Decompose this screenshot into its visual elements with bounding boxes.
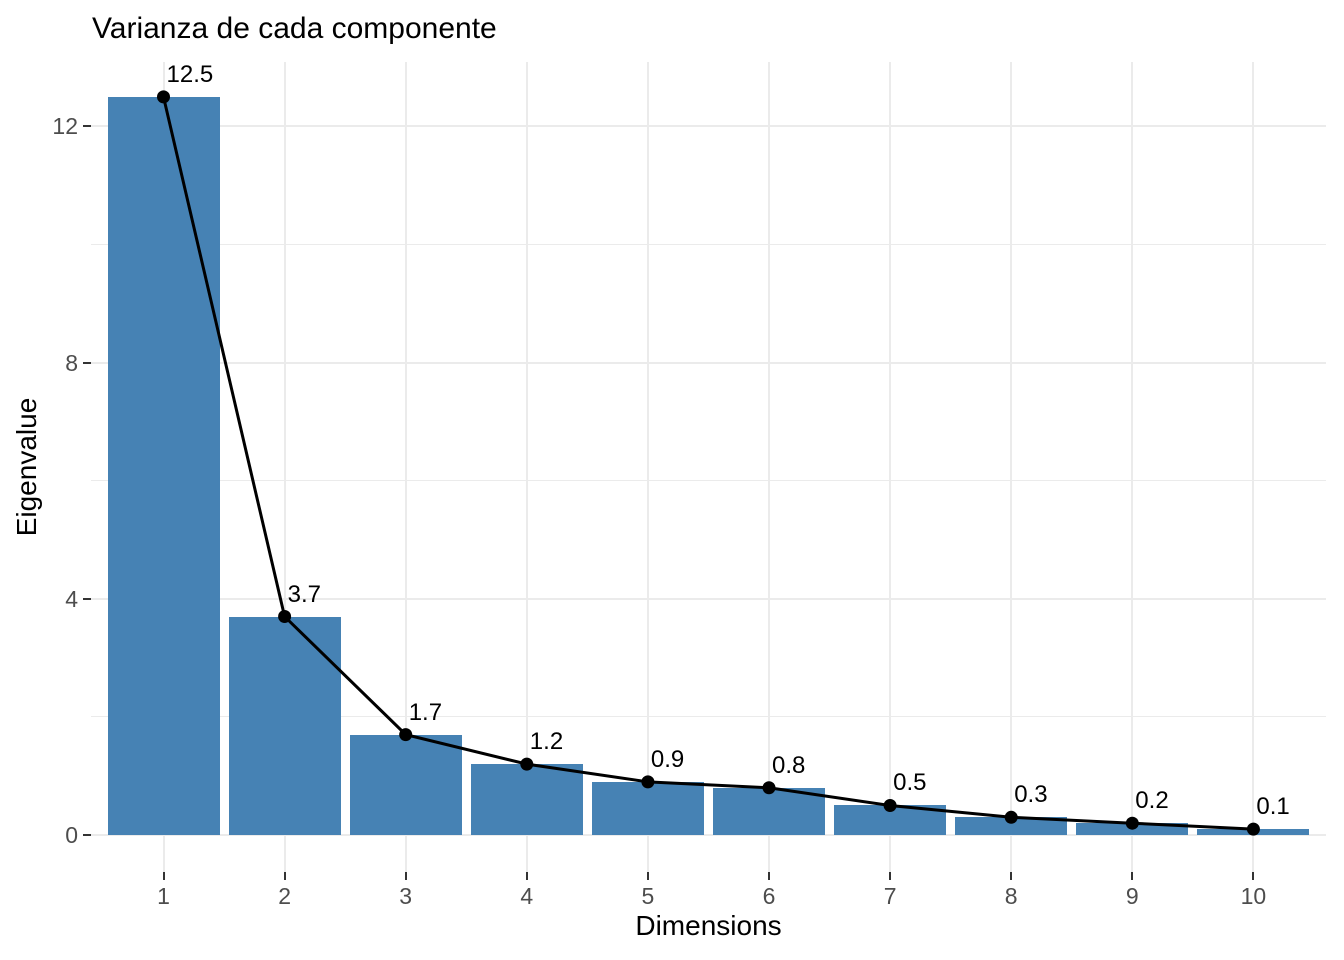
data-point-7	[883, 798, 897, 812]
x-tick-mark	[283, 872, 286, 880]
point-value-label: 1.7	[408, 698, 443, 726]
point-value-label: 12.5	[166, 60, 214, 88]
x-tick-label: 3	[399, 883, 413, 909]
bar-dimension-3	[349, 734, 462, 835]
x-tick-mark	[162, 872, 165, 880]
y-tick-mark	[83, 125, 91, 128]
data-point-8	[1004, 810, 1018, 824]
x-tick-mark	[525, 872, 528, 880]
x-gridline	[1252, 62, 1255, 872]
y-tick-mark	[83, 834, 91, 836]
data-point-1	[157, 90, 170, 104]
x-tick-label: 6	[762, 883, 776, 909]
x-gridline	[1131, 62, 1134, 872]
x-tick-mark	[646, 872, 649, 880]
x-tick-mark	[768, 872, 770, 880]
x-tick-mark	[404, 872, 407, 880]
data-point-10	[1246, 822, 1260, 836]
x-tick-mark	[1010, 872, 1013, 880]
x-tick-label: 5	[641, 883, 655, 909]
y-tick-label: 4	[65, 585, 78, 612]
y-axis-title: Eigenvalue	[11, 397, 42, 537]
x-tick-label: 7	[883, 883, 897, 909]
y-minor-gridline	[91, 480, 1326, 482]
point-value-label: 0.2	[1135, 787, 1169, 815]
x-tick-mark	[1131, 872, 1134, 880]
x-tick-label: 9	[1125, 883, 1139, 909]
x-gridline	[768, 62, 770, 872]
x-gridline	[525, 62, 528, 872]
x-gridline	[283, 62, 286, 872]
y-tick-label: 8	[65, 349, 78, 376]
x-tick-label: 1	[157, 883, 170, 909]
point-value-label: 0.1	[1256, 793, 1290, 821]
x-tick-label: 2	[278, 883, 291, 909]
scree-line-layer	[157, 90, 1260, 836]
point-value-label: 1.2	[529, 728, 564, 756]
data-point-2	[278, 610, 292, 624]
x-tick-label: 8	[1004, 883, 1018, 909]
bar-dimension-8	[955, 817, 1068, 835]
y-minor-gridline	[91, 244, 1326, 245]
x-gridline	[646, 62, 649, 872]
point-value-label: 0.3	[1014, 781, 1048, 809]
y-major-gridline	[91, 125, 1326, 128]
x-gridline	[1010, 62, 1013, 872]
x-axis-title: Dimensions	[635, 910, 782, 941]
y-tick-mark	[83, 597, 91, 600]
plot-panel: 12.5 3.7 1.7 1.2 0.9 0.8 0.5 0.3 0.2 0.1	[91, 62, 1326, 872]
bar-dimension-5	[591, 781, 704, 835]
y-tick-label: 12	[52, 113, 78, 140]
x-tick-label: 10	[1240, 883, 1267, 909]
bar-dimension-1	[107, 96, 220, 835]
bar-dimension-4	[470, 764, 583, 835]
x-tick-mark	[1252, 872, 1255, 880]
data-point-4	[520, 757, 534, 771]
data-point-5	[641, 775, 655, 789]
point-value-label: 3.7	[287, 580, 321, 608]
data-point-9	[1125, 816, 1139, 830]
point-value-label: 0.5	[893, 769, 927, 797]
y-minor-gridline	[91, 716, 1326, 718]
y-major-gridline	[91, 834, 1326, 836]
bar-dimension-6	[713, 787, 825, 835]
x-gridline	[404, 62, 407, 872]
data-point-3	[399, 728, 413, 742]
y-major-gridline	[91, 361, 1326, 364]
scree-line	[162, 96, 1254, 831]
point-value-label: 0.9	[650, 745, 685, 773]
y-tick-mark	[83, 361, 91, 364]
x-tick-label: 4	[520, 883, 534, 909]
y-tick-label: 0	[65, 822, 78, 848]
y-major-gridline	[91, 597, 1326, 600]
chart-title: Varianza de cada componente	[92, 12, 497, 45]
x-gridline	[889, 62, 892, 872]
x-tick-mark	[889, 872, 892, 880]
data-point-6	[762, 781, 776, 795]
point-value-label: 0.8	[772, 751, 806, 779]
